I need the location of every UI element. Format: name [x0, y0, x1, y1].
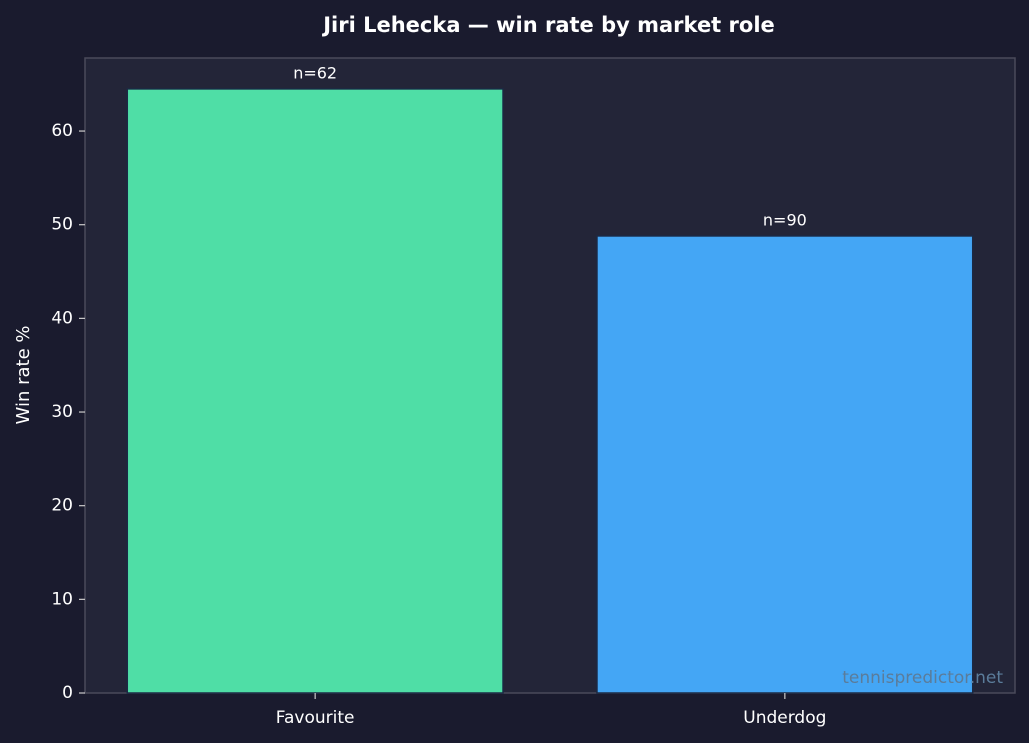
y-tick-label: 20 — [51, 496, 73, 516]
sample-size-label: n=90 — [763, 210, 807, 229]
y-tick-label: 60 — [51, 121, 73, 141]
bar — [596, 235, 974, 694]
y-tick-label: 40 — [51, 308, 73, 328]
y-tick-label: 50 — [51, 215, 73, 235]
watermark: tennispredictor.net — [842, 668, 1003, 688]
chart-title: Jiri Lehecka — win rate by market role — [321, 13, 775, 37]
bar — [126, 88, 504, 694]
y-tick-label: 0 — [62, 683, 73, 703]
x-tick-label: Favourite — [276, 708, 355, 728]
y-tick-label: 10 — [51, 589, 73, 609]
y-axis-label: Win rate % — [13, 326, 34, 425]
sample-size-label: n=62 — [293, 63, 337, 82]
x-tick-label: Underdog — [743, 708, 826, 728]
y-tick-label: 30 — [51, 402, 73, 422]
